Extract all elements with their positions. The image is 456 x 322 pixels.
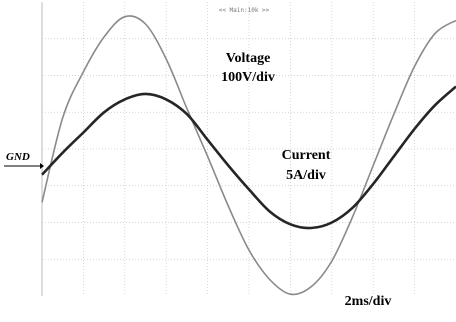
current-scale-label: 5A/div [286, 168, 326, 183]
grid [42, 2, 456, 296]
voltage-scale-label: 100V/div [221, 70, 275, 85]
gnd-label: GND [6, 151, 30, 163]
traces [41, 15, 456, 296]
current-trace [41, 85, 456, 230]
time-scale-label: 2ms/div [345, 294, 392, 309]
gnd-marker: GND [4, 151, 44, 169]
voltage-trace [41, 15, 456, 296]
trigger-label: << Main:10k >> [219, 7, 270, 14]
current-label: Current [282, 148, 331, 163]
gnd-arrow [40, 163, 44, 169]
voltage-label: Voltage [226, 51, 271, 66]
